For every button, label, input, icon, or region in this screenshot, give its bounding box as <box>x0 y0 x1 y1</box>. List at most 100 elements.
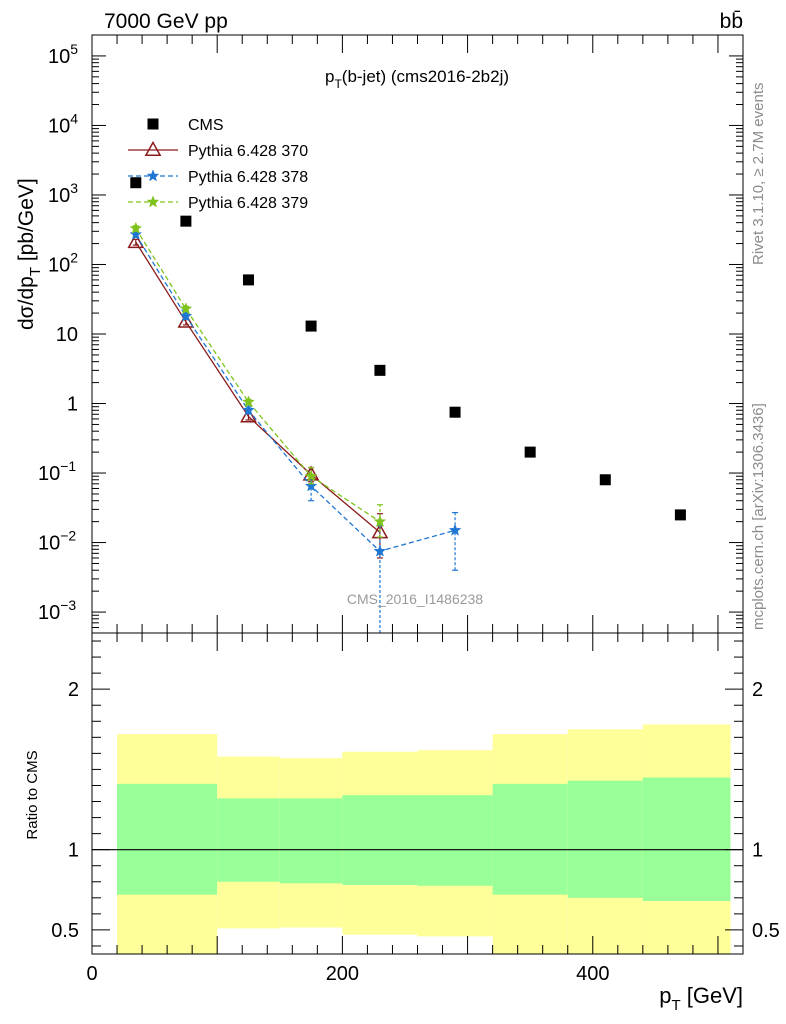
data-point-star <box>242 395 255 408</box>
y-tick-label: 104 <box>48 110 78 137</box>
ratio-y-tick-label: 2 <box>68 679 79 701</box>
y-tick-exponent: 3 <box>70 180 78 196</box>
band-green <box>117 783 218 895</box>
energy-label: 7000 GeV pp <box>104 10 228 33</box>
x-label-sub: T <box>671 997 680 1014</box>
plot-title-main: p <box>325 67 334 86</box>
data-point-square <box>599 474 611 486</box>
band-green <box>492 783 568 895</box>
data-point-square <box>674 509 686 521</box>
band-green <box>417 795 493 886</box>
y-tick-mantissa: 10 <box>38 533 60 555</box>
y-tick-label: 10−1 <box>38 458 76 485</box>
data-point-square <box>524 446 536 458</box>
x-tick-label: 400 <box>576 963 609 985</box>
series-line <box>135 228 381 523</box>
data-point-star <box>304 479 318 492</box>
legend-label: Pythia 6.428 378 <box>188 169 308 186</box>
y-tick-label: 10−3 <box>38 597 76 624</box>
ratio-plot: 0 200 400 0.5 0.5 1 1 2 2 Ratio to CMS pT [GeV] <box>24 632 780 1014</box>
ratio-y-tick-label-right: 1 <box>752 840 763 862</box>
band-green <box>567 780 643 898</box>
data-point-square <box>374 364 386 376</box>
data-point-triangle <box>144 140 162 156</box>
ratio-y-tick-label: 0.5 <box>51 920 79 942</box>
y-tick-exponent: −3 <box>60 597 76 613</box>
y-tick-mantissa: 10 <box>48 254 70 276</box>
data-point-square <box>449 406 461 418</box>
ratio-plot-frame <box>91 632 744 955</box>
data-point-star <box>179 302 193 315</box>
data-point-star <box>129 227 143 240</box>
series-0 <box>130 177 686 521</box>
x-label-rest: [GeV] <box>681 983 743 1008</box>
x-tick-label: 0 <box>86 963 97 985</box>
y-tick-mantissa: 10 <box>48 185 70 207</box>
main-y-axis-label: dσ/dpT [pb/GeV] <box>15 178 44 330</box>
ratio-y-tick-label-right: 2 <box>752 679 763 701</box>
series-line <box>135 241 381 533</box>
band-green <box>217 798 280 882</box>
data-point-square <box>130 177 142 189</box>
plot-title: pT(b-jet) (cms2016-2b2j) <box>325 67 509 91</box>
y-tick-label: 102 <box>48 249 78 276</box>
data-point-star <box>448 523 462 536</box>
data-point-star <box>146 195 160 208</box>
legend-label: Pythia 6.428 379 <box>188 195 308 212</box>
data-point-star <box>179 309 193 322</box>
x-axis-label: pT [GeV] <box>659 983 743 1014</box>
ratio-y-axis-label: Ratio to CMS <box>24 750 41 839</box>
ratio-bands <box>92 724 743 954</box>
data-point-star <box>146 169 160 182</box>
y-tick-label: 10−2 <box>38 528 76 555</box>
y-tick-mantissa: 10 <box>38 463 60 485</box>
y-tick-exponent: 5 <box>70 41 78 57</box>
legend: CMS Pythia 6.428 370 Pythia 6.428 378 Pythi… <box>128 117 308 212</box>
ratio-ticks: 0 200 400 0.5 0.5 1 1 2 2 <box>51 633 780 985</box>
y-tick-exponent: −2 <box>60 528 76 544</box>
x-label-main: p <box>659 983 671 1008</box>
y-tick-mantissa: 10 <box>48 46 70 68</box>
y-tick-label: 1 <box>67 394 78 416</box>
data-point-star <box>373 544 387 557</box>
y-tick-label: 10 <box>56 324 78 346</box>
y-tick-label: 105 <box>48 41 78 68</box>
watermark: CMS_2016_I1486238 <box>347 591 483 607</box>
legend-marker <box>147 118 159 130</box>
process-label: bb̄ <box>720 10 743 33</box>
mcplots-label: mcplots.cern.ch [arXiv:1306.3436] <box>750 403 767 630</box>
rivet-label: Rivet 3.1.10, ≥ 2.7M events <box>750 83 767 266</box>
ratio-y-tick-label-right: 0.5 <box>752 920 780 942</box>
data-point-star <box>373 514 387 528</box>
data-point-star <box>304 469 318 482</box>
y-tick-label: 103 <box>48 180 78 207</box>
y-label-rest: [pb/GeV] <box>15 178 38 267</box>
y-tick-exponent: 2 <box>70 249 78 265</box>
data-point-star <box>242 403 255 416</box>
data-point-square <box>305 320 317 332</box>
band-green <box>642 777 731 902</box>
series-3 <box>129 221 387 538</box>
y-tick-exponent: 4 <box>70 110 78 126</box>
y-label-main: dσ/dp <box>15 276 38 330</box>
y-tick-mantissa: 10 <box>48 115 70 137</box>
y-label-sub: T <box>27 267 44 276</box>
band-green <box>279 798 343 884</box>
main-data-layer <box>127 177 686 633</box>
x-tick-label: 200 <box>326 963 359 985</box>
data-point-triangle <box>127 233 145 249</box>
plot-title-rest: (b-jet) (cms2016-2b2j) <box>342 67 509 86</box>
band-green <box>342 795 418 885</box>
data-point-star <box>129 221 143 234</box>
series-2 <box>129 227 462 633</box>
data-point-square <box>242 274 254 286</box>
legend-label: CMS <box>188 117 224 134</box>
data-point-square <box>180 215 192 227</box>
legend-label: Pythia 6.428 370 <box>188 143 308 160</box>
y-tick-exponent: −1 <box>60 458 76 474</box>
plot-title-sub: T <box>334 77 342 91</box>
series-line <box>135 234 456 552</box>
